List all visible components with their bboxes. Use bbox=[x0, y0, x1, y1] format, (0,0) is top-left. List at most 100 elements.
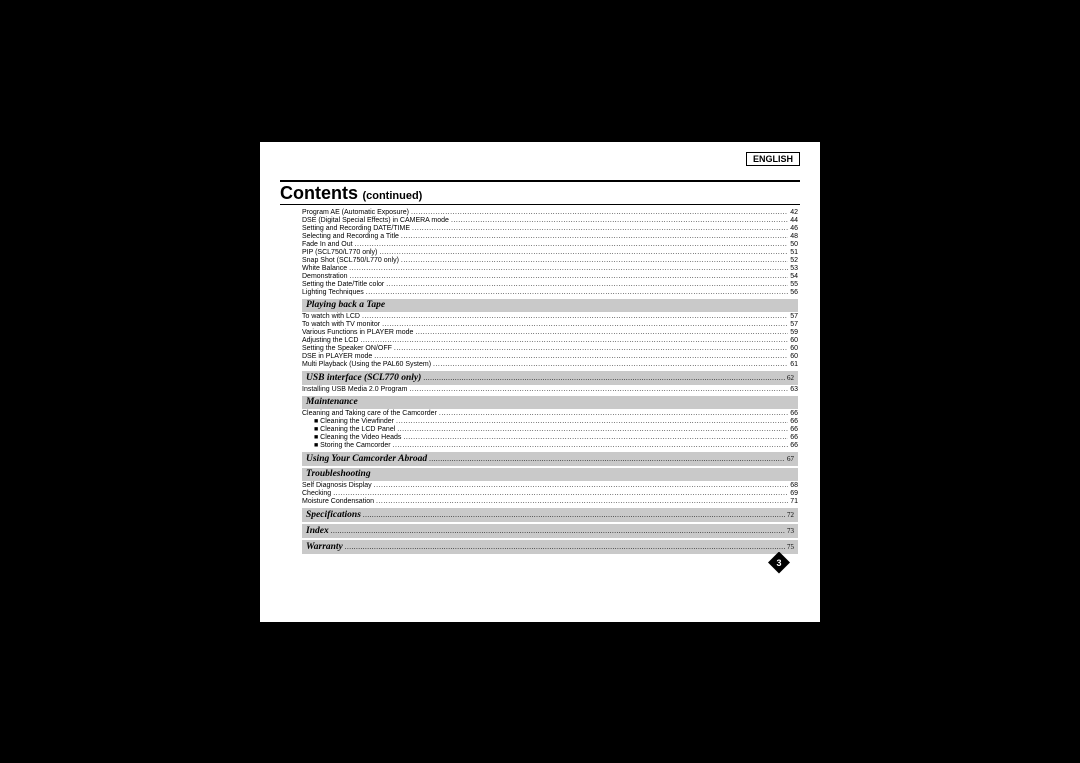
toc-leader-dots bbox=[349, 265, 788, 273]
toc-entry-page: 44 bbox=[790, 217, 798, 225]
toc-entry: Program AE (Automatic Exposure) 42 bbox=[302, 209, 798, 217]
toc-section-page: 67 bbox=[787, 455, 794, 463]
toc-entry: ■ Cleaning the LCD Panel 66 bbox=[302, 426, 798, 434]
toc-entry-page: 60 bbox=[790, 353, 798, 361]
toc-section-label: USB interface (SCL770 only) bbox=[306, 373, 421, 384]
toc-leader-dots bbox=[415, 329, 788, 337]
toc-entry-label: Program AE (Automatic Exposure) bbox=[302, 209, 409, 217]
toc-leader-dots bbox=[401, 233, 788, 241]
toc-section-label: Maintenance bbox=[306, 397, 794, 408]
toc-section-page: 62 bbox=[787, 374, 794, 382]
toc-entry: ■ Cleaning the Video Heads 66 bbox=[302, 434, 798, 442]
toc-section-page: 73 bbox=[787, 527, 794, 535]
toc-entry-page: 59 bbox=[790, 329, 798, 337]
toc-entry: To watch with TV monitor 57 bbox=[302, 321, 798, 329]
title-bar: Contents (continued) bbox=[280, 180, 800, 205]
toc-entry-label: Self Diagnosis Display bbox=[302, 482, 372, 490]
toc-entry: Installing USB Media 2.0 Program 63 bbox=[302, 386, 798, 394]
toc-leader-dots bbox=[397, 426, 788, 434]
toc-leader-dots bbox=[374, 353, 788, 361]
toc-leader-dots bbox=[403, 434, 788, 442]
toc-entry-label: Various Functions in PLAYER mode bbox=[302, 329, 413, 337]
toc-entry-label: Checking bbox=[302, 490, 331, 498]
toc-section-label: Warranty bbox=[306, 542, 343, 553]
toc-entry-label: ■ Cleaning the LCD Panel bbox=[314, 426, 395, 434]
toc-leader-dots bbox=[393, 442, 789, 450]
toc-section-label: Playing back a Tape bbox=[306, 300, 794, 311]
toc-section-label: Specifications bbox=[306, 510, 361, 521]
toc-entry-page: 66 bbox=[790, 410, 798, 418]
toc-entry-page: 66 bbox=[790, 426, 798, 434]
toc-entry: Setting and Recording DATE/TIME 46 bbox=[302, 225, 798, 233]
toc-section-heading: Troubleshooting bbox=[302, 468, 798, 481]
toc-entry-page: 51 bbox=[790, 249, 798, 257]
toc-section-heading: Using Your Camcorder Abroad67 bbox=[302, 452, 798, 466]
toc-entry-label: Setting the Date/Title color bbox=[302, 281, 384, 289]
toc-entry-page: 48 bbox=[790, 233, 798, 241]
toc-entry-label: PIP (SCL750/L770 only) bbox=[302, 249, 377, 257]
title-sub: (continued) bbox=[362, 190, 422, 202]
toc-entry: Selecting and Recording a Title 48 bbox=[302, 233, 798, 241]
toc-leader-dots bbox=[409, 386, 788, 394]
toc-entry-label: Setting the Speaker ON/OFF bbox=[302, 345, 392, 353]
toc-entry: Lighting Techniques 56 bbox=[302, 289, 798, 297]
toc-entry: Snap Shot (SCL750/L770 only) 52 bbox=[302, 257, 798, 265]
toc-entry: Self Diagnosis Display 68 bbox=[302, 482, 798, 490]
toc-entry-label: Adjusting the LCD bbox=[302, 337, 358, 345]
toc-leader-dots bbox=[451, 217, 788, 225]
toc-leader-dots bbox=[374, 482, 789, 490]
toc-entry-label: DSE in PLAYER mode bbox=[302, 353, 372, 361]
toc-entry-page: 42 bbox=[790, 209, 798, 217]
toc-leader-dots bbox=[411, 209, 788, 217]
toc-entry-page: 55 bbox=[790, 281, 798, 289]
toc-entry-page: 52 bbox=[790, 257, 798, 265]
toc-entry: ■ Storing the Camcorder 66 bbox=[302, 442, 798, 450]
toc-entry: Moisture Condensation 71 bbox=[302, 498, 798, 506]
toc-entry-label: To watch with LCD bbox=[302, 313, 360, 321]
toc-entry-page: 50 bbox=[790, 241, 798, 249]
toc-section-heading: Maintenance bbox=[302, 396, 798, 409]
toc-entry-label: ■ Cleaning the Viewfinder bbox=[314, 418, 394, 426]
toc-entry: Setting the Speaker ON/OFF 60 bbox=[302, 345, 798, 353]
toc-leader-dots bbox=[423, 374, 785, 382]
toc-section-heading: Playing back a Tape bbox=[302, 299, 798, 312]
toc-leader-dots bbox=[433, 361, 788, 369]
toc-leader-dots bbox=[360, 337, 788, 345]
toc-entry-label: Lighting Techniques bbox=[302, 289, 364, 297]
toc-entry-page: 46 bbox=[790, 225, 798, 233]
toc-section-heading: USB interface (SCL770 only) 62 bbox=[302, 371, 798, 385]
toc-entry: Multi Playback (Using the PAL60 System) … bbox=[302, 361, 798, 369]
toc-leader-dots bbox=[396, 418, 788, 426]
toc-section-heading: Index 73 bbox=[302, 524, 798, 538]
toc-entry-page: 61 bbox=[790, 361, 798, 369]
toc-leader-dots bbox=[363, 511, 785, 519]
toc-entry-label: Cleaning and Taking care of the Camcorde… bbox=[302, 410, 437, 418]
toc-leader-dots bbox=[439, 410, 788, 418]
toc-entry: Checking 69 bbox=[302, 490, 798, 498]
toc-entry: To watch with LCD 57 bbox=[302, 313, 798, 321]
toc-section-label: Index bbox=[306, 526, 329, 537]
toc-entry: PIP (SCL750/L770 only) 51 bbox=[302, 249, 798, 257]
toc-entry-page: 63 bbox=[790, 386, 798, 394]
toc-leader-dots bbox=[362, 313, 788, 321]
table-of-contents: Program AE (Automatic Exposure) 42DSE (D… bbox=[280, 209, 800, 555]
toc-leader-dots bbox=[382, 321, 788, 329]
toc-entry: DSE in PLAYER mode 60 bbox=[302, 353, 798, 361]
language-label: ENGLISH bbox=[746, 152, 800, 166]
toc-section-heading: Warranty75 bbox=[302, 540, 798, 554]
toc-leader-dots bbox=[429, 455, 785, 463]
toc-entry-label: To watch with TV monitor bbox=[302, 321, 380, 329]
toc-entry-page: 56 bbox=[790, 289, 798, 297]
page-number-badge: 3 bbox=[768, 552, 790, 574]
toc-entry: Adjusting the LCD 60 bbox=[302, 337, 798, 345]
toc-entry-label: Installing USB Media 2.0 Program bbox=[302, 386, 407, 394]
toc-entry-label: Demonstration bbox=[302, 273, 348, 281]
toc-leader-dots bbox=[345, 543, 785, 551]
toc-entry-page: 69 bbox=[790, 490, 798, 498]
toc-entry-page: 71 bbox=[790, 498, 798, 506]
toc-entry: ■ Cleaning the Viewfinder 66 bbox=[302, 418, 798, 426]
toc-entry: DSE (Digital Special Effects) in CAMERA … bbox=[302, 217, 798, 225]
toc-entry-label: Selecting and Recording a Title bbox=[302, 233, 399, 241]
toc-section-page: 72 bbox=[787, 511, 794, 519]
toc-entry-page: 53 bbox=[790, 265, 798, 273]
